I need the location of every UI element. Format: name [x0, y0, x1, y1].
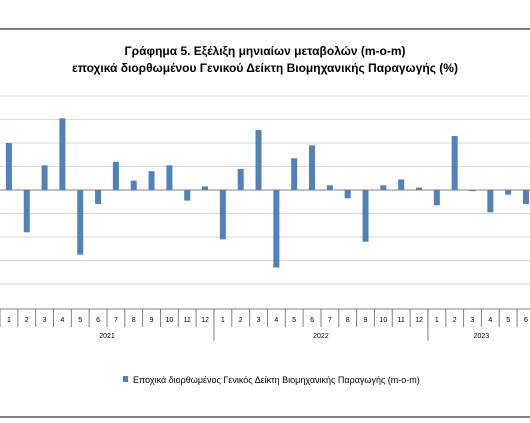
- x-tick-label: 6: [310, 317, 314, 324]
- x-tick-label: 6: [524, 317, 528, 324]
- bar: [416, 187, 423, 190]
- year-label: 2022: [313, 333, 329, 340]
- bar: [202, 186, 209, 190]
- legend: Εποχικά διορθωμένος Γενικός Δείκτη Βιομη…: [123, 375, 420, 385]
- x-tick-label: 1: [435, 317, 439, 324]
- bar: [362, 190, 369, 242]
- x-tick-label: 7: [114, 317, 118, 324]
- year-label: 2021: [99, 333, 115, 340]
- bar: [398, 179, 405, 190]
- year-label: 2023: [474, 333, 490, 340]
- bar: [41, 165, 48, 190]
- bar: [95, 190, 102, 205]
- bar: [522, 190, 529, 205]
- bar: [309, 145, 316, 190]
- bar: [130, 180, 137, 190]
- chart-title: Γράφημα 5. Εξέλιξη μηνιαίων μεταβολών (m…: [124, 44, 406, 58]
- bar: [5, 143, 12, 190]
- x-tick-label: 1: [221, 317, 225, 324]
- x-tick-label: 11: [398, 317, 405, 324]
- bar: [469, 190, 476, 192]
- x-tick-label: 12: [201, 317, 209, 324]
- bar: [219, 190, 226, 240]
- x-tick-label: 9: [364, 317, 368, 324]
- x-tick-label: 10: [379, 317, 387, 324]
- x-tick-label: 2: [25, 317, 29, 324]
- gridlines: [0, 95, 530, 285]
- x-tick-label: 8: [132, 317, 136, 324]
- bar: [77, 190, 84, 255]
- x-tick-label: 3: [257, 317, 261, 324]
- bar: [505, 190, 512, 195]
- x-tick-label: 10: [165, 317, 173, 324]
- x-tick-label: 5: [506, 317, 510, 324]
- legend-swatch: [123, 376, 128, 382]
- x-tick-label: 1: [7, 317, 11, 324]
- x-axis: 1 2 3 4 5 6 7 8 9 10 11 12 1 2 3 4 5 6 7 8 9 10 11 12 1 2 3 4 5 62021…: [0, 308, 530, 341]
- bar: [273, 190, 280, 268]
- bar: [291, 158, 298, 190]
- x-tick-label: 2: [453, 317, 457, 324]
- x-tick-label: 7: [328, 317, 332, 324]
- x-tick-label: 2: [239, 317, 243, 324]
- bar: [326, 185, 333, 190]
- x-tick-label: 5: [78, 317, 82, 324]
- bar: [487, 190, 494, 213]
- bar: [148, 171, 155, 190]
- legend-label: Εποχικά διορθωμένος Γενικός Δείκτη Βιομη…: [133, 375, 420, 385]
- x-tick-label: 6: [96, 317, 100, 324]
- bar: [59, 118, 66, 190]
- bar: [255, 130, 262, 190]
- bar: [451, 135, 458, 190]
- bar: [237, 168, 244, 190]
- x-tick-label: 4: [274, 317, 278, 324]
- bar: [380, 185, 387, 190]
- x-tick-label: 12: [415, 317, 423, 324]
- bar: [23, 190, 30, 233]
- bar: [184, 190, 191, 201]
- bar: [433, 190, 440, 206]
- x-tick-label: 9: [150, 317, 154, 324]
- x-tick-label: 4: [488, 317, 492, 324]
- bar: [112, 161, 119, 190]
- chart-subtitle: εποχικά διορθωμένου Γενικού Δείκτη Βιομη…: [72, 61, 458, 75]
- x-tick-label: 11: [184, 317, 191, 324]
- x-tick-label: 3: [471, 317, 475, 324]
- x-tick-label: 4: [60, 317, 64, 324]
- bars: [5, 118, 529, 268]
- x-tick-label: 5: [292, 317, 296, 324]
- x-tick-label: 8: [346, 317, 350, 324]
- bar: [166, 165, 173, 190]
- x-tick-label: 3: [43, 317, 47, 324]
- bar: [344, 190, 351, 199]
